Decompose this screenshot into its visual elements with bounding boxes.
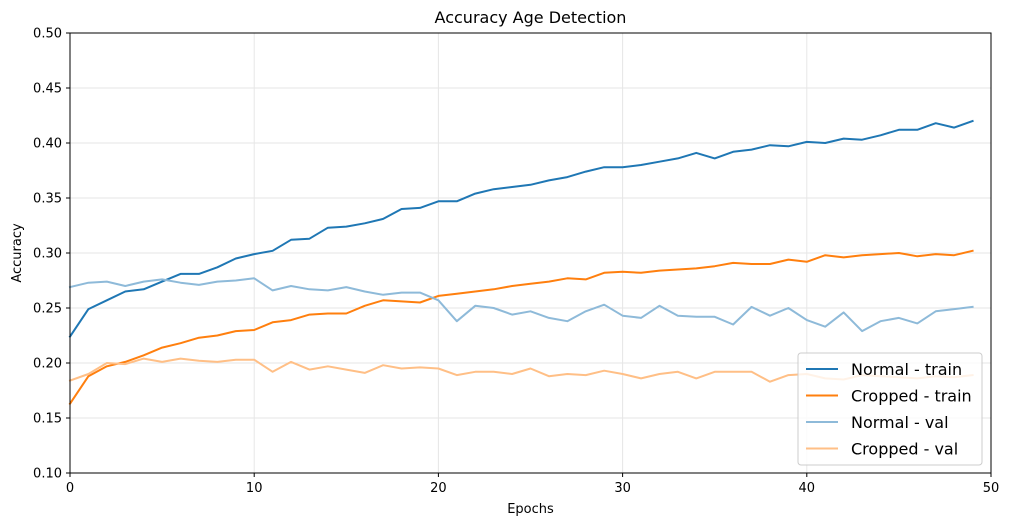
- y-tick-label: 0.40: [33, 137, 62, 152]
- x-tick-label: 50: [983, 481, 1000, 496]
- y-tick-label: 0.50: [33, 27, 62, 42]
- chart-title: Accuracy Age Detection: [435, 8, 627, 27]
- x-tick-label: 0: [66, 481, 74, 496]
- x-tick-label: 40: [799, 481, 816, 496]
- legend-label: Cropped - train: [851, 387, 972, 406]
- x-tick-label: 20: [430, 481, 447, 496]
- y-tick-label: 0.15: [33, 412, 62, 427]
- y-tick-label: 0.30: [33, 247, 62, 262]
- series-line-normal-val: [68, 277, 974, 333]
- legend-label: Normal - val: [851, 413, 949, 432]
- y-tick-label: 0.20: [33, 357, 62, 372]
- y-tick-label: 0.10: [33, 467, 62, 482]
- y-tick-label: 0.25: [33, 302, 62, 317]
- y-axis-label: Accuracy: [10, 223, 25, 283]
- series-line-cropped-train: [68, 249, 974, 406]
- legend-label: Normal - train: [851, 360, 962, 379]
- legend-label: Cropped - val: [851, 440, 958, 459]
- y-tick-label: 0.35: [33, 192, 62, 207]
- y-tick-label: 0.45: [33, 82, 62, 97]
- x-tick-label: 10: [246, 481, 263, 496]
- x-tick-label: 30: [614, 481, 631, 496]
- series-line-normal-train: [68, 119, 974, 338]
- legend-box: [797, 352, 983, 466]
- ticks-layer: 0 10 20 30 40 50 0.10 0.15 0.20 0.25 0.30 0.35 0.40 0…: [33, 27, 999, 497]
- x-axis-label: Epochs: [507, 502, 554, 517]
- legend: Normal - train Cropped - train Normal - va…: [797, 352, 983, 466]
